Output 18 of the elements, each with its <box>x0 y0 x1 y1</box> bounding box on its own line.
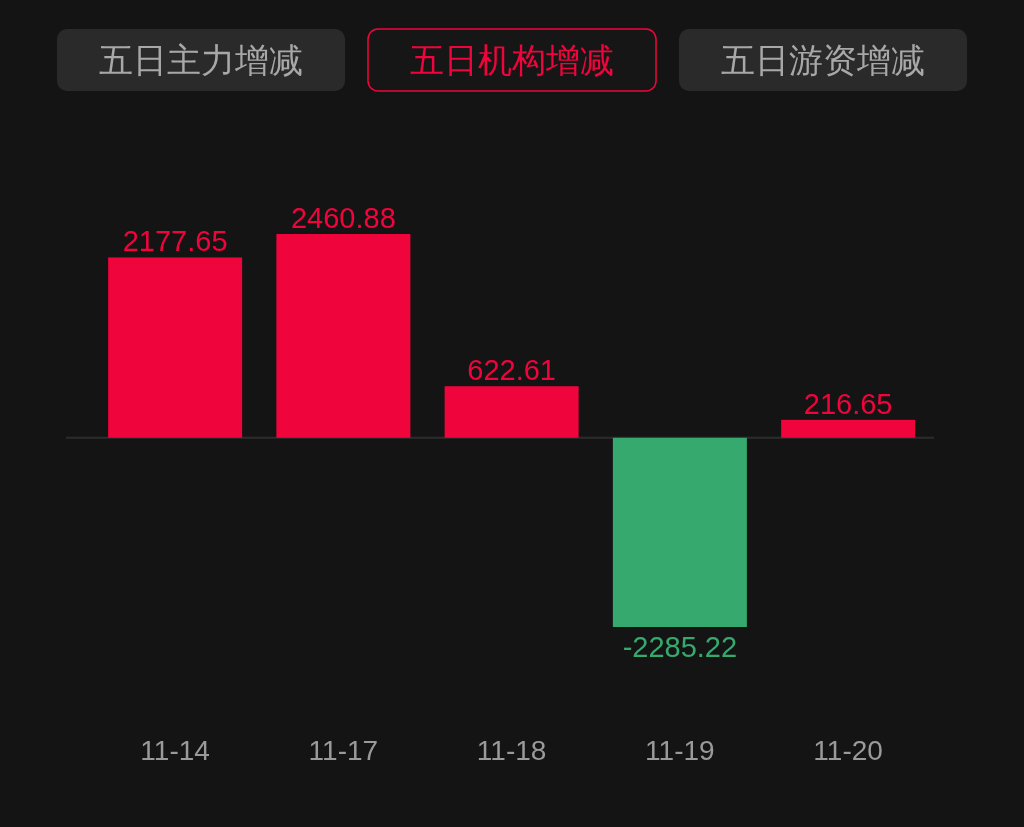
text: 五日游资增减 <box>721 41 925 79</box>
x-tick-label: 11-18 <box>476 735 547 766</box>
x-tick-label: 11-19 <box>645 735 715 766</box>
data-label: 622.61 <box>467 354 556 387</box>
chart-title: 五日机构增减 <box>410 41 614 79</box>
bar <box>612 437 747 627</box>
bar <box>781 419 916 438</box>
bar <box>276 234 411 438</box>
text: 五日主力增减 <box>99 41 303 79</box>
data-label: 2460.88 <box>290 202 396 234</box>
x-tick-label: 11-14 <box>140 735 210 766</box>
x-tick-label: 11-20 <box>813 735 883 766</box>
data-label: 216.65 <box>803 387 893 420</box>
bar <box>108 257 243 438</box>
data-label: 2177.65 <box>122 225 228 258</box>
data-label: -2285.22 <box>622 631 738 663</box>
bar <box>444 386 579 438</box>
x-tick-label: 11-17 <box>308 735 379 766</box>
